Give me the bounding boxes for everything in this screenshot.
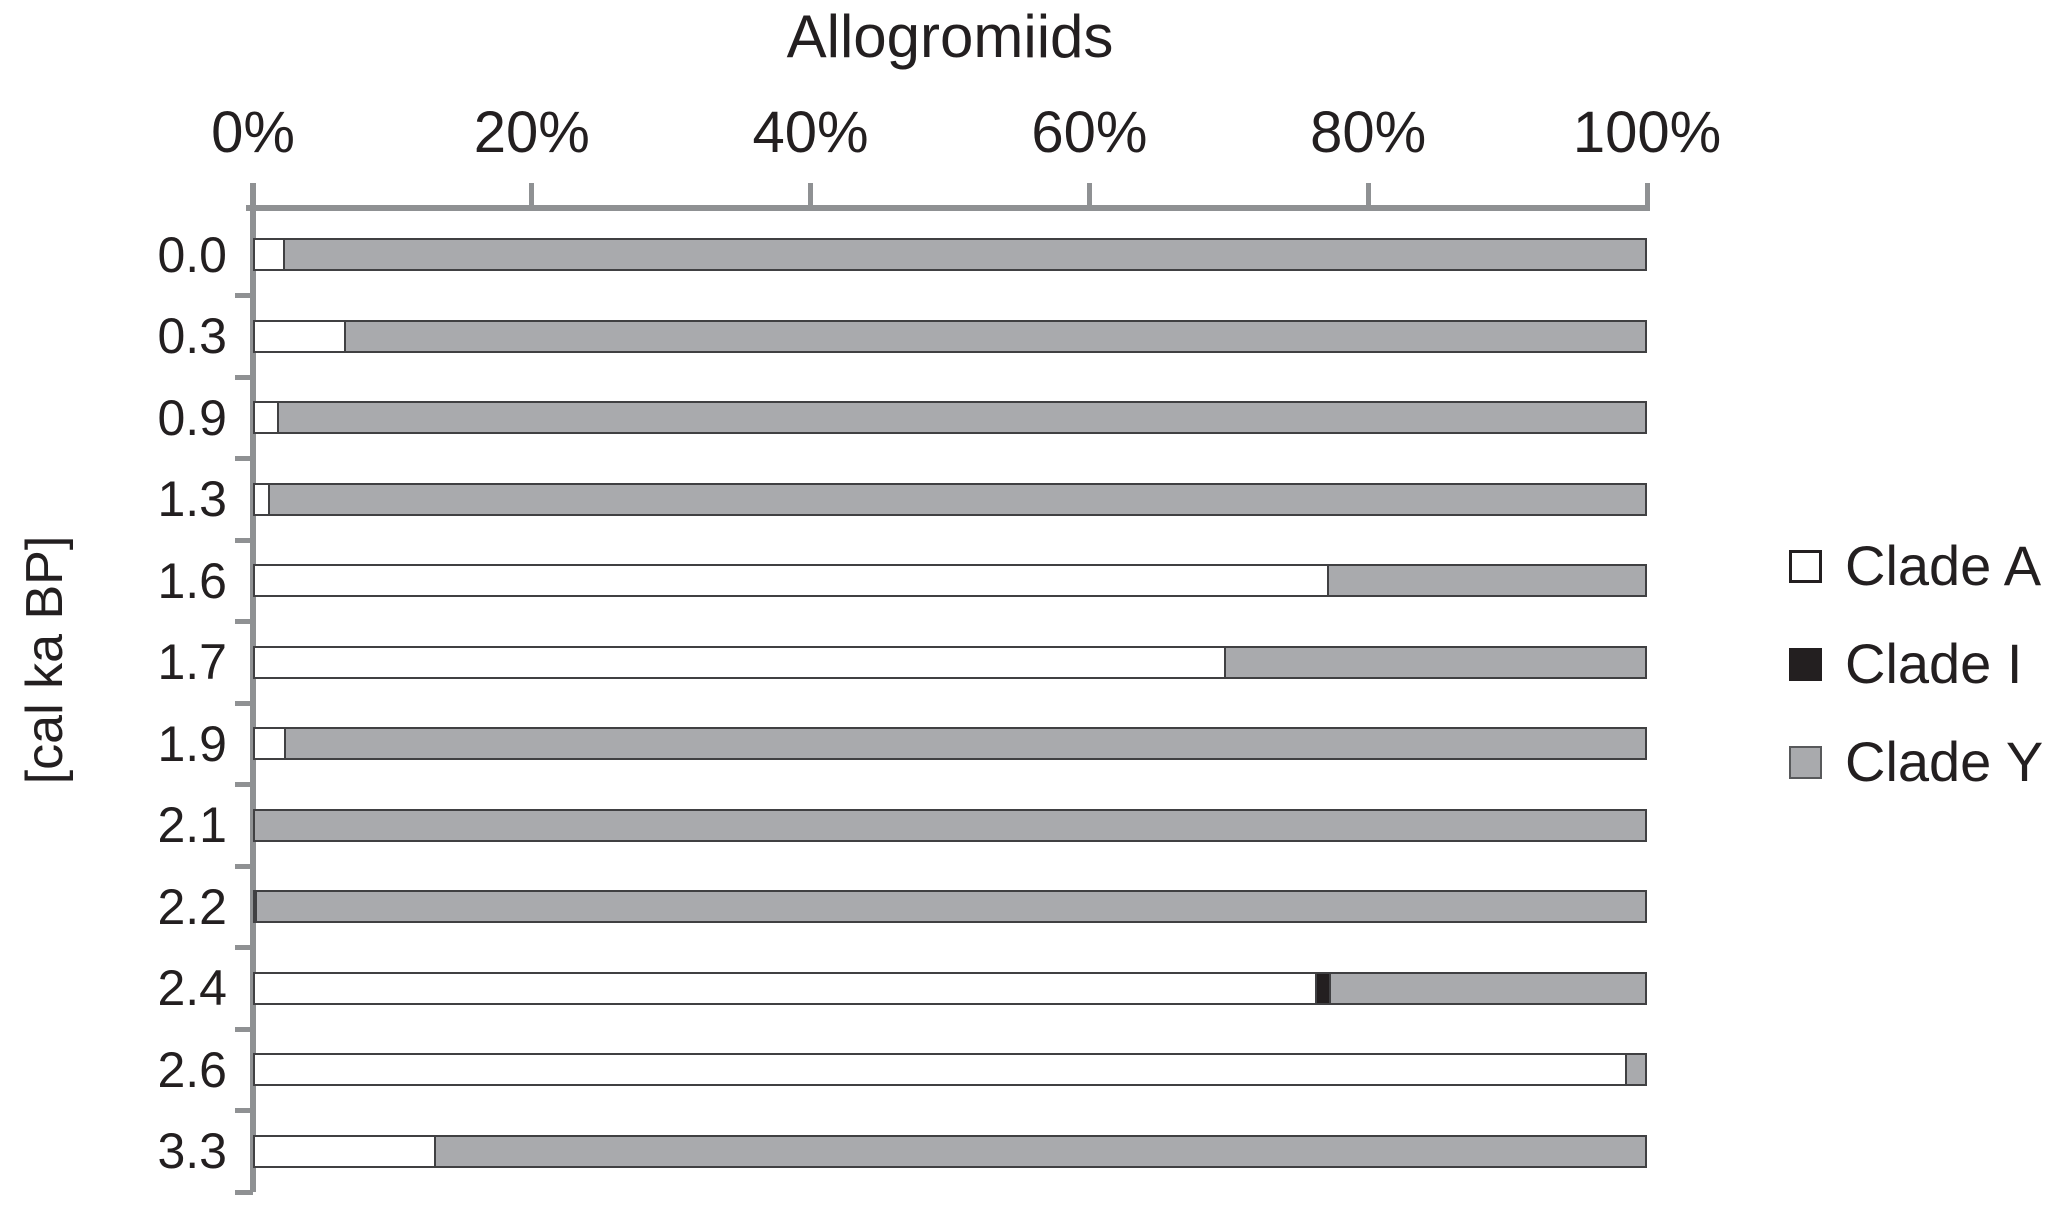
chart-title: Allogromiids <box>786 3 1114 70</box>
y-tick-mark <box>235 374 253 380</box>
bar-row-label: 1.7 <box>157 634 227 690</box>
x-tick-mark <box>808 183 814 211</box>
legend-swatch-clade-i <box>1789 647 1822 681</box>
bar-segment-clade-y <box>267 482 1647 516</box>
bar-segment-clade-a <box>253 645 1226 679</box>
y-tick-mark <box>235 700 253 706</box>
bar-segment-clade-a <box>253 971 1317 1005</box>
bar-row-label: 2.2 <box>157 878 227 935</box>
bar-row: 0.0 <box>0 227 2067 283</box>
bar-row: 2.6 <box>0 1042 2067 1098</box>
bar-segment-clade-y <box>1625 1053 1647 1086</box>
x-tick-mark <box>529 183 535 211</box>
bar-row: 2.4 <box>0 960 2067 1016</box>
y-tick-mark <box>235 782 253 787</box>
bar-segment-clade-a <box>253 1053 1628 1086</box>
bar-row: 0.3 <box>0 308 2067 364</box>
x-tick-label: 60% <box>1031 100 1148 165</box>
legend-swatch-clade-y <box>1789 745 1822 779</box>
x-tick-mark <box>1086 183 1092 211</box>
bar-segment-clade-a <box>253 727 287 760</box>
bar-segment-clade-y <box>1224 645 1647 679</box>
x-tick-mark <box>250 183 256 211</box>
bar-row: 1.6 <box>0 553 2067 609</box>
y-tick-mark <box>235 1026 253 1032</box>
bar-segment-clade-y <box>1327 564 1647 597</box>
x-tick-label: 40% <box>752 100 869 165</box>
y-axis-line <box>250 183 256 1192</box>
bar-row: 2.2 <box>0 879 2067 935</box>
x-axis-line <box>246 205 1650 211</box>
x-tick-label: 0% <box>211 100 295 165</box>
bar-row-label: 0.0 <box>157 226 227 283</box>
bar-row-label: 0.9 <box>157 389 227 446</box>
legend-swatch-clade-a <box>1789 549 1822 583</box>
bar-segment-clade-a <box>253 238 286 271</box>
bar-row-label: 1.3 <box>157 471 227 527</box>
bar-row: 3.3 <box>0 1123 2067 1179</box>
bar-row-label: 1.9 <box>157 715 227 772</box>
bar-segment-clade-a <box>253 401 280 434</box>
legend-label: Clade I <box>1845 632 2023 695</box>
bar-segment-clade-y <box>344 319 1647 353</box>
x-tick-mark <box>1644 183 1650 211</box>
bar-row: 1.9 <box>0 716 2067 772</box>
bar-row-label: 1.6 <box>157 552 227 609</box>
y-tick-mark <box>235 1189 253 1195</box>
legend-label: Clade A <box>1845 534 2042 597</box>
bar-row-label: 2.6 <box>157 1041 227 1098</box>
bar-row-label: 2.4 <box>157 960 227 1016</box>
bar-segment-clade-y <box>284 727 1647 760</box>
bar-row: 1.7 <box>0 634 2067 690</box>
bar-segment-clade-y <box>283 238 1647 271</box>
bar-row-label: 0.3 <box>157 308 227 364</box>
bar-segment-clade-a <box>253 564 1330 597</box>
y-tick-mark <box>235 293 253 298</box>
y-tick-mark <box>235 619 253 624</box>
y-tick-mark <box>235 1108 253 1113</box>
bar-segment-clade-y <box>433 1134 1647 1168</box>
x-tick-mark <box>1365 183 1371 211</box>
bar-row: 1.3 <box>0 471 2067 527</box>
x-tick-label: 80% <box>1310 100 1427 165</box>
bar-row: 2.1 <box>0 797 2067 853</box>
bar-segment-clade-y <box>253 808 1647 842</box>
bar-segment-clade-a <box>253 319 347 353</box>
legend-label: Clade Y <box>1845 730 2044 793</box>
bar-row: 0.9 <box>0 390 2067 446</box>
bar-segment-clade-y <box>277 401 1647 434</box>
x-tick-label: 100% <box>1572 100 1722 165</box>
bar-segment-clade-y <box>1328 971 1647 1005</box>
y-tick-mark <box>235 945 253 950</box>
y-tick-mark <box>235 456 253 461</box>
x-tick-label: 20% <box>473 100 590 165</box>
bar-row-label: 2.1 <box>157 797 227 853</box>
bar-segment-clade-a <box>253 1134 436 1168</box>
bar-segment-clade-y <box>255 890 1647 923</box>
bar-row-label: 3.3 <box>157 1123 227 1179</box>
y-tick-mark <box>235 863 253 869</box>
y-tick-mark <box>235 537 253 543</box>
